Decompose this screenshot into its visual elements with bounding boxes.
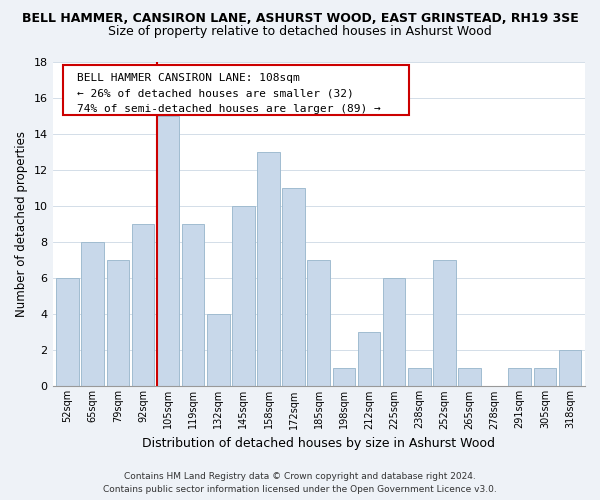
Bar <box>157 116 179 386</box>
Text: BELL HAMMER CANSIRON LANE: 108sqm: BELL HAMMER CANSIRON LANE: 108sqm <box>77 73 299 83</box>
Bar <box>358 332 380 386</box>
X-axis label: Distribution of detached houses by size in Ashurst Wood: Distribution of detached houses by size … <box>142 437 495 450</box>
Bar <box>332 368 355 386</box>
Bar <box>107 260 129 386</box>
Bar <box>383 278 406 386</box>
Bar <box>533 368 556 386</box>
Bar <box>307 260 330 386</box>
Text: Contains public sector information licensed under the Open Government Licence v3: Contains public sector information licen… <box>103 485 497 494</box>
Text: ← 26% of detached houses are smaller (32): ← 26% of detached houses are smaller (32… <box>77 88 353 99</box>
Y-axis label: Number of detached properties: Number of detached properties <box>15 131 28 317</box>
Bar <box>56 278 79 386</box>
Bar <box>131 224 154 386</box>
Bar <box>182 224 205 386</box>
Bar <box>283 188 305 386</box>
Bar <box>82 242 104 386</box>
Bar <box>433 260 455 386</box>
Text: BELL HAMMER, CANSIRON LANE, ASHURST WOOD, EAST GRINSTEAD, RH19 3SE: BELL HAMMER, CANSIRON LANE, ASHURST WOOD… <box>22 12 578 26</box>
FancyBboxPatch shape <box>63 64 409 115</box>
Bar <box>508 368 531 386</box>
Bar <box>207 314 230 386</box>
Bar <box>408 368 431 386</box>
Bar <box>232 206 255 386</box>
Bar <box>458 368 481 386</box>
Text: Size of property relative to detached houses in Ashurst Wood: Size of property relative to detached ho… <box>108 25 492 38</box>
Text: Contains HM Land Registry data © Crown copyright and database right 2024.: Contains HM Land Registry data © Crown c… <box>124 472 476 481</box>
Bar <box>257 152 280 386</box>
Text: 74% of semi-detached houses are larger (89) →: 74% of semi-detached houses are larger (… <box>77 104 380 114</box>
Bar <box>559 350 581 386</box>
